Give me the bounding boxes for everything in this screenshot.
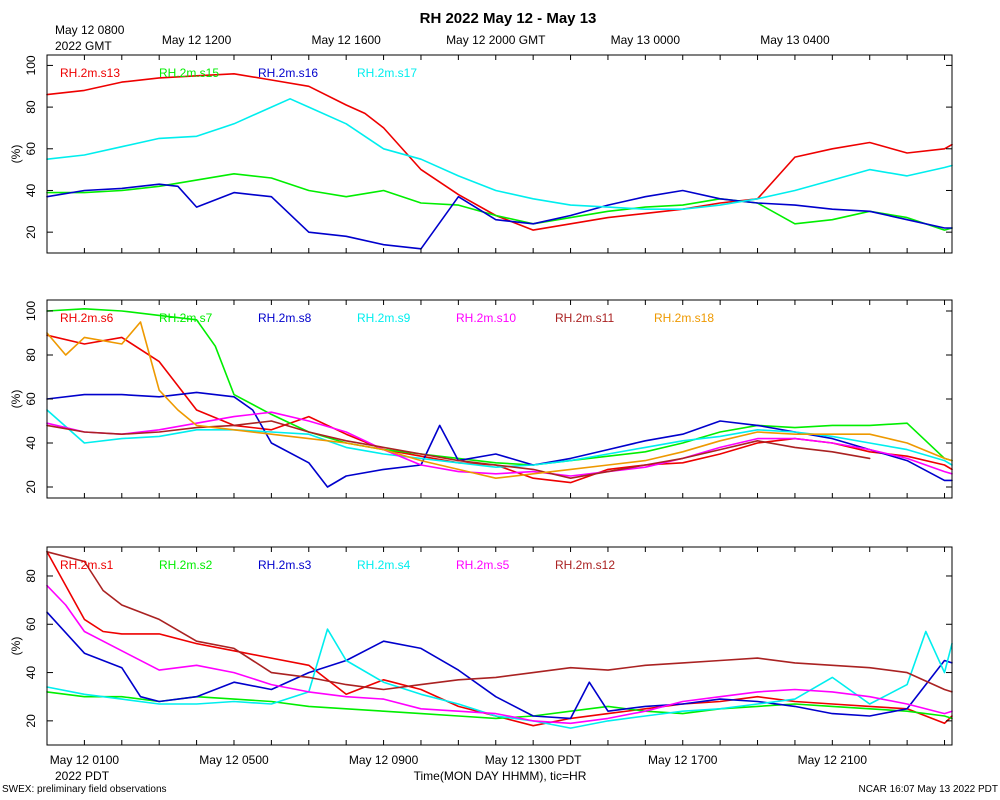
legend-entry-RH-2m-s9: RH.2m.s9 [357, 311, 411, 325]
y-tick-label: 80 [24, 100, 38, 114]
top-axis-start-year: 2022 GMT [55, 39, 112, 53]
footer-left-note: SWEX: preliminary field observations [2, 784, 167, 795]
series-line-RH-2m-s17 [46, 98, 953, 210]
legend-entry-RH-2m-s3: RH.2m.s3 [258, 558, 312, 572]
y-tick-label: 80 [24, 569, 38, 583]
series-line-RH-2m-s11 [46, 420, 871, 480]
panel-frame [46, 54, 953, 254]
legend-entry-RH-2m-s12: RH.2m.s12 [555, 558, 615, 572]
top-axis-start-label: May 12 0800 [55, 23, 125, 37]
legend-entry-RH-2m-s11: RH.2m.s11 [555, 311, 614, 325]
y-tick-label: 80 [24, 348, 38, 362]
chart-title: RH 2022 May 12 - May 13 [420, 10, 597, 27]
y-tick-label: 40 [24, 436, 38, 450]
bottom-axis-label: May 12 1700 [648, 753, 718, 767]
top-axis-label: May 13 0400 [760, 33, 830, 47]
panel-1: 20 40 60 80 100 (%) RH.2m.s13 RH.2m.s15 RH.2m.s1… [9, 54, 953, 254]
legend-entry-RH-2m-s18: RH.2m.s18 [654, 311, 714, 325]
y-tick-label: 40 [24, 184, 38, 198]
series-line-RH-2m-s3 [46, 611, 953, 720]
bottom-axis-labels: May 12 0100 May 12 0500 May 12 0900 May 12 … [50, 753, 868, 767]
bottom-axis-label: May 12 0900 [349, 753, 419, 767]
y-tick-label: 20 [24, 480, 38, 494]
series-line-RH-2m-s9 [46, 409, 953, 469]
y-axis-label: (%) [9, 637, 23, 656]
chart-panels: 20 40 60 80 100 (%) RH.2m.s13 RH.2m.s15 RH.2m.s1… [9, 54, 953, 746]
series-line-RH-2m-s10 [46, 411, 953, 477]
series-line-RH-2m-s18 [46, 321, 953, 480]
y-tick-label: 20 [24, 714, 38, 728]
y-tick-label: 100 [24, 301, 38, 321]
panel-frame [46, 299, 953, 499]
legend-entry-RH-2m-s7: RH.2m.s7 [159, 311, 213, 325]
series-line-RH-2m-s4 [46, 628, 953, 729]
series-line-RH-2m-s1 [46, 550, 953, 727]
legend-entry-RH-2m-s16: RH.2m.s16 [258, 66, 318, 80]
bottom-axis-year-label: 2022 PDT [55, 769, 110, 783]
series-line-RH-2m-s12 [46, 550, 953, 693]
panel-2: 20 40 60 80 100 (%) RH.2m.s6 RH.2m.s7 RH.2m.s8 RH… [9, 299, 953, 499]
top-axis-labels: May 12 1200 May 12 1600 May 12 2000 GMT May… [162, 33, 830, 47]
series-line-RH-2m-s15 [46, 173, 953, 231]
y-axis-label: (%) [9, 145, 23, 164]
legend-entry-RH-2m-s2: RH.2m.s2 [159, 558, 213, 572]
bottom-axis-label: May 12 1300 PDT [485, 753, 582, 767]
series-line-RH-2m-s7 [46, 307, 953, 466]
bottom-axis-label: May 12 0100 [50, 753, 120, 767]
y-tick-label: 40 [24, 666, 38, 680]
legend-entry-RH-2m-s15: RH.2m.s15 [159, 66, 219, 80]
y-tick-label: 20 [24, 225, 38, 239]
legend-entry-RH-2m-s8: RH.2m.s8 [258, 311, 312, 325]
y-tick-label: 60 [24, 142, 38, 156]
legend-entry-RH-2m-s5: RH.2m.s5 [456, 558, 510, 572]
footer-right-note: NCAR 16:07 May 13 2022 PDT [858, 784, 998, 795]
y-tick-label: 60 [24, 392, 38, 406]
y-tick-label: 100 [24, 55, 38, 75]
top-axis-label: May 12 1200 [162, 33, 232, 47]
legend-entry-RH-2m-s1: RH.2m.s1 [60, 558, 114, 572]
bottom-axis-label: May 12 0500 [199, 753, 269, 767]
panel-3: 20 40 60 80 (%) RH.2m.s1 RH.2m.s2 RH.2m.s3 RH.2m… [9, 546, 953, 746]
panel-frame [46, 546, 953, 746]
y-axis-label: (%) [9, 390, 23, 409]
top-axis-label: May 13 0000 [611, 33, 681, 47]
legend-entry-RH-2m-s17: RH.2m.s17 [357, 66, 417, 80]
series-line-RH-2m-s5 [46, 584, 953, 725]
top-axis-label: May 12 2000 GMT [446, 33, 546, 47]
legend-entry-RH-2m-s13: RH.2m.s13 [60, 66, 120, 80]
bottom-axis-label: May 12 2100 [798, 753, 868, 767]
top-axis-label: May 12 1600 [311, 33, 381, 47]
x-axis-title: Time(MON DAY HHMM), tic=HR [414, 769, 587, 783]
series-line-RH-2m-s6 [46, 334, 953, 484]
legend-entry-RH-2m-s10: RH.2m.s10 [456, 311, 516, 325]
legend-entry-RH-2m-s4: RH.2m.s4 [357, 558, 411, 572]
series-line-RH-2m-s16 [46, 183, 953, 250]
y-tick-label: 60 [24, 617, 38, 631]
legend-entry-RH-2m-s6: RH.2m.s6 [60, 311, 114, 325]
